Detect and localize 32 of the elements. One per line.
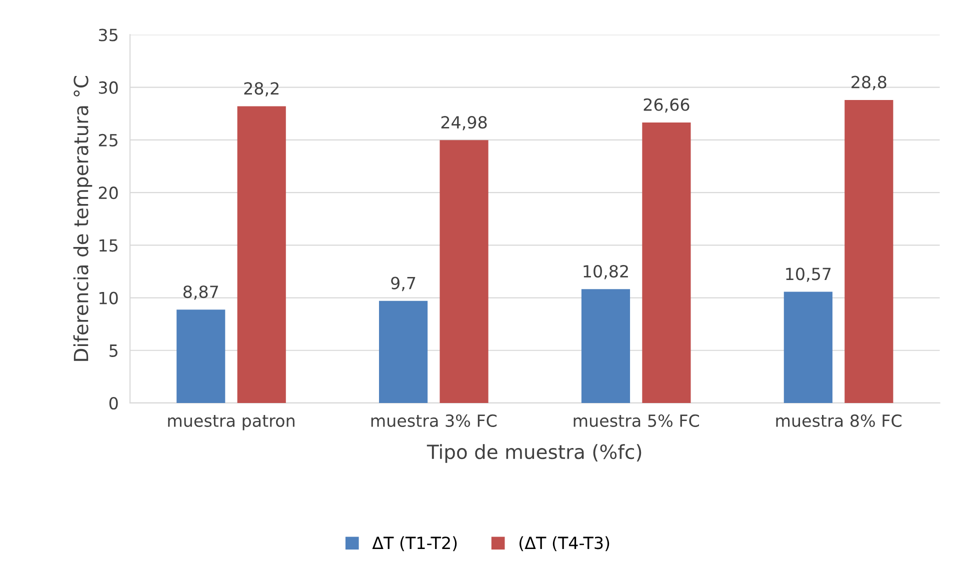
y-tick-label: 5 (110, 344, 118, 357)
bar (379, 300, 428, 403)
y-tick-label: 0 (109, 396, 118, 410)
data-label: 28,8 (852, 76, 886, 90)
y-tick-label: 15 (100, 239, 118, 252)
x-tick-label: muestra 3% FC (371, 414, 497, 427)
bar (642, 122, 691, 403)
data-label: 10,57 (786, 268, 831, 282)
data-label: 9,7 (391, 276, 416, 292)
x-tick-label: muestra patron (168, 415, 294, 430)
bar (237, 106, 286, 403)
x-tick-label: muestra 8% FC (776, 414, 902, 427)
y-tick-label: 35 (98, 28, 118, 42)
y-tick-label: 10 (100, 292, 118, 304)
bar (176, 310, 226, 403)
data-label: 8,87 (183, 285, 218, 300)
y-tick-label: 20 (98, 186, 118, 200)
bar (784, 292, 832, 403)
x-axis-title: Tipo de muestra (%fc) (426, 444, 642, 463)
bar (581, 289, 630, 403)
y-axis-title: Diferencia de temperatura °C (73, 76, 92, 361)
data-label: 28,2 (244, 82, 278, 96)
data-label: 10,82 (584, 264, 628, 280)
data-label: 24,98 (441, 116, 487, 130)
y-tick-label: 25 (98, 134, 118, 147)
y-tick-label: 30 (98, 81, 118, 94)
bar (440, 140, 488, 403)
legend-label: (ΔT (T4-T3) (520, 536, 610, 552)
bar (844, 100, 894, 403)
legend-label: ΔT (T1-T2) (372, 536, 457, 552)
x-tick-label: muestra 5% FC (574, 414, 699, 427)
data-label: 26,66 (644, 98, 690, 113)
